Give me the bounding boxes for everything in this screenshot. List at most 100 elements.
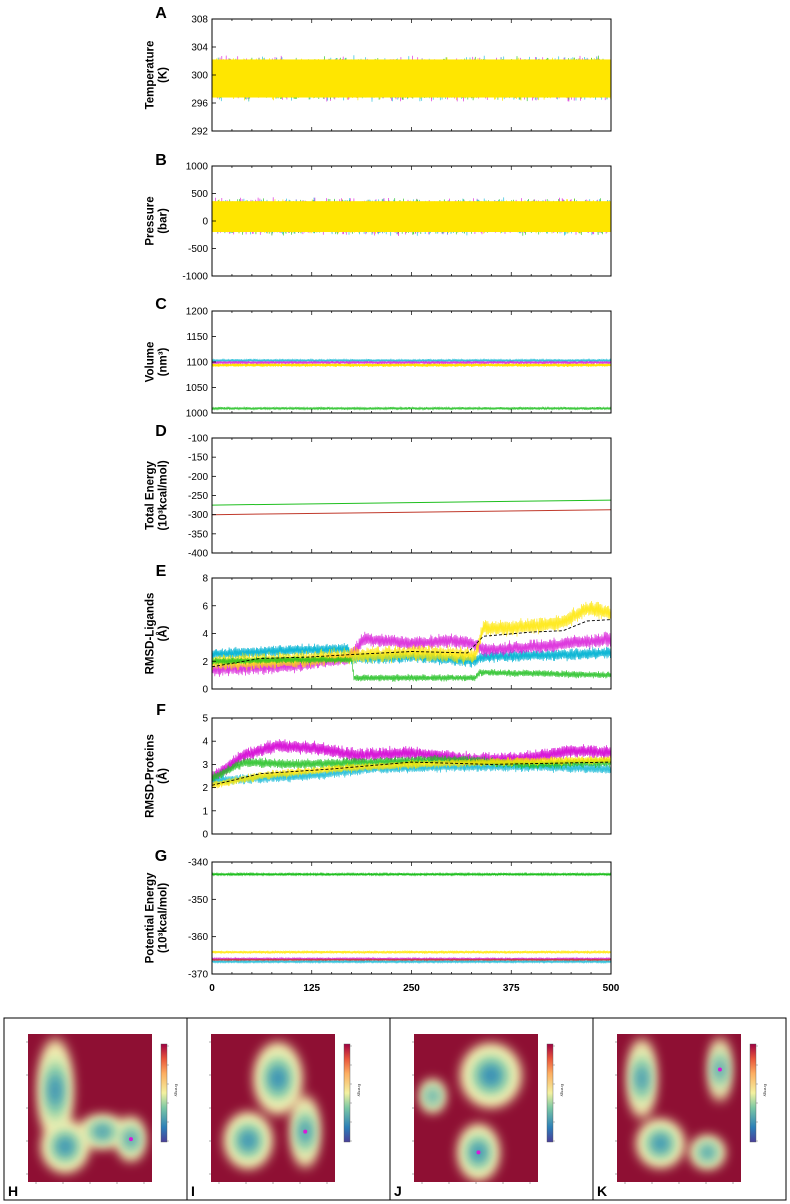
free-energy-landscapes: Energy H Energy I Energy J Energy K [3, 1017, 787, 1201]
fel-colorbar [546, 1043, 554, 1143]
fel-colorbar [343, 1043, 351, 1143]
y-tick-label: 4 [202, 629, 208, 640]
fel-map [211, 1034, 335, 1182]
series-magenta-trace [212, 631, 611, 677]
panel-a: A 308 304 300 296 292 Temperature (K) [145, 5, 612, 138]
fel-panel-k: Energy K [592, 1018, 768, 1200]
fel-basin [271, 1069, 285, 1088]
y-tick-label: 2 [202, 657, 208, 668]
y-axis-label: Total Energy [145, 461, 157, 530]
plot-data [212, 197, 611, 237]
fel-colorbar [749, 1043, 757, 1143]
y-tick-label: 1050 [186, 383, 209, 394]
fel-map [414, 1034, 538, 1182]
fel-minimum-marker [476, 1150, 481, 1155]
y-tick-label: -340 [188, 858, 208, 869]
panel-letter: E [156, 563, 167, 580]
y-tick-label: 5 [202, 714, 208, 725]
y-tick-label: 1100 [186, 358, 208, 369]
y-axis-label: Potential Energy [145, 872, 157, 963]
y-tick-label: 8 [202, 574, 208, 585]
y-axis-label: (nm³) [158, 347, 170, 376]
y-tick-label: -200 [188, 472, 208, 483]
series-yellow-trace [212, 600, 611, 671]
y-tick-label: 1000 [186, 162, 209, 173]
fel-panel-letter: H [8, 1183, 18, 1199]
series-magenta-trace [212, 739, 611, 786]
y-tick-label: -400 [188, 549, 208, 560]
plot-frame [211, 437, 612, 554]
running-average-line [212, 619, 611, 668]
panel-f: F 5 4 3 2 1 0 RMSD-Proteins (Å) [145, 702, 612, 841]
fel-minimum-marker [128, 1137, 133, 1142]
y-tick-label: 2 [202, 783, 208, 794]
y-axis-label: (10³kcal/mol) [158, 460, 170, 530]
fel-panel-j: Energy J [389, 1018, 565, 1200]
panel-c: C 1200 1150 1100 1050 1000 Volume (nm³) [145, 296, 612, 420]
series-red-trace [212, 957, 611, 962]
series-magenta-trace [212, 360, 611, 365]
y-tick-label: -350 [188, 529, 208, 540]
y-axis-label: (K) [158, 67, 170, 83]
y-axis-label: Pressure [145, 196, 157, 245]
fel-panel-h: Energy H [8, 1034, 179, 1199]
y-tick-label: -360 [188, 932, 208, 943]
y-axis-label: (Å) [157, 768, 170, 784]
series-cyan-trace [212, 959, 611, 965]
plot-frame [211, 861, 612, 975]
fel-colorbar-label: Energy [763, 1084, 768, 1097]
panel-letter: C [155, 296, 167, 313]
panel-letter: D [155, 423, 167, 440]
series-green-trace [212, 655, 611, 682]
series-green-line [212, 499, 611, 506]
y-tick-label: 1150 [186, 332, 208, 343]
fel-basin [50, 1076, 60, 1104]
panel-letter: B [155, 152, 167, 169]
fel-colorbar-label: Energy [357, 1084, 362, 1097]
plot-data [212, 55, 611, 102]
y-tick-label: 292 [191, 127, 208, 138]
panel-e: E 8 6 4 2 0 RMSD-Ligands (Å) [145, 563, 612, 696]
series-yellow-trace [212, 755, 611, 789]
panel-letter: G [155, 848, 167, 865]
panel-letter: A [155, 5, 167, 22]
fel-basin [242, 1133, 255, 1148]
fel-outer-frame [3, 1017, 787, 1201]
fel-basin [483, 1067, 499, 1084]
plot-data [212, 358, 611, 411]
y-tick-label: 4 [202, 737, 208, 748]
y-tick-label: 304 [191, 43, 208, 54]
fel-contour-layer [242, 1069, 309, 1148]
series-yellow-band [212, 201, 611, 233]
series-yellow-band [212, 59, 611, 98]
fel-minimum-marker [717, 1067, 722, 1072]
fel-panel-letter: I [191, 1183, 195, 1199]
plot-data [212, 871, 611, 965]
y-tick-label: -100 [188, 434, 208, 445]
fel-basin [638, 1068, 646, 1089]
fel-colorbar-label: Energy [174, 1084, 179, 1097]
panel-d: D -100 -150 -200 -250 -300 -350 -400 Total Energ… [145, 423, 612, 560]
y-tick-label: 6 [202, 601, 208, 612]
panel-b: B 1000 500 0 -500 -1000 Pressure (bar) [145, 152, 612, 283]
y-tick-label: -1000 [182, 272, 208, 283]
fel-panel-i: Energy I [186, 1018, 362, 1200]
series-yellow-trace [212, 949, 611, 955]
x-tick-label: 125 [303, 983, 320, 994]
fel-colorbar-label: Energy [560, 1084, 565, 1097]
fel-basin [703, 1148, 712, 1157]
fel-panel-letter: J [394, 1183, 402, 1199]
x-tick-label: 375 [503, 983, 520, 994]
y-tick-label: -150 [188, 453, 208, 464]
y-tick-label: -500 [188, 244, 208, 255]
panel-g: G -340 -350 -360 -370 Potential Energy (10³kca… [145, 848, 612, 981]
y-tick-label: 3 [202, 760, 208, 771]
fel-map [617, 1034, 741, 1182]
fel-basin [654, 1137, 667, 1150]
y-tick-label: 300 [191, 71, 208, 82]
y-tick-label: 1 [202, 806, 208, 817]
y-axis-label: (Å) [157, 625, 170, 641]
fel-basin [59, 1139, 72, 1154]
fel-map [28, 1034, 152, 1182]
fel-contour-layer [50, 1076, 135, 1154]
